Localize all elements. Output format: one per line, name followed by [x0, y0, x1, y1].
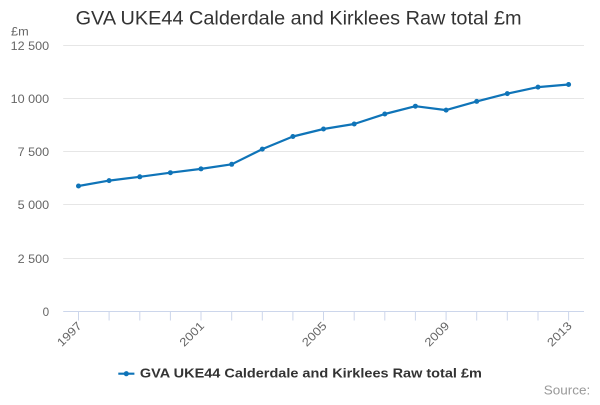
svg-text:5 000: 5 000: [18, 199, 50, 212]
svg-text:0: 0: [43, 306, 50, 319]
svg-text:Source:: Source:: [544, 383, 591, 397]
svg-text:GVA UKE44 Calderdale and Kirkl: GVA UKE44 Calderdale and Kirklees Raw to…: [140, 366, 482, 381]
svg-text:£m: £m: [11, 26, 29, 39]
svg-text:10 000: 10 000: [11, 93, 50, 106]
svg-text:12 500: 12 500: [11, 40, 50, 53]
svg-text:GVA UKE44 Calderdale and Kirkl: GVA UKE44 Calderdale and Kirklees Raw to…: [76, 8, 522, 29]
svg-text:7 500: 7 500: [18, 146, 50, 159]
svg-text:2 500: 2 500: [18, 253, 50, 266]
